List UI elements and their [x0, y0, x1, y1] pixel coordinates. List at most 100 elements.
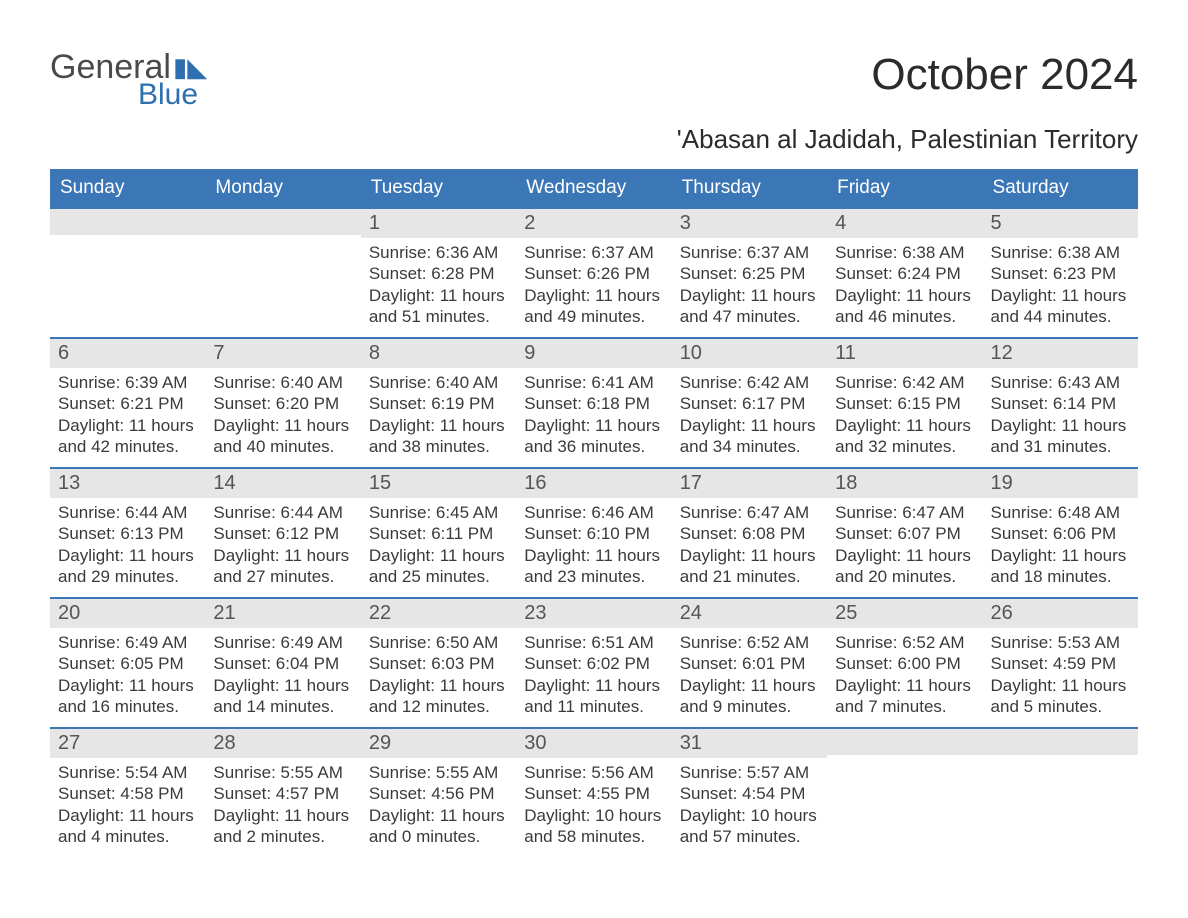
day-cell: 22Sunrise: 6:50 AMSunset: 6:03 PMDayligh…: [361, 599, 516, 727]
sunset-text: Sunset: 6:06 PM: [991, 523, 1130, 544]
weeks-container: 1Sunrise: 6:36 AMSunset: 6:28 PMDaylight…: [50, 207, 1138, 857]
daylight1-text: Daylight: 11 hours: [991, 285, 1130, 306]
weekday-header: Saturday: [983, 169, 1138, 207]
sunrise-text: Sunrise: 6:44 AM: [213, 502, 352, 523]
sunrise-text: Sunrise: 6:38 AM: [991, 242, 1130, 263]
day-cell: [827, 729, 982, 857]
day-number: 30: [516, 729, 671, 758]
daylight2-text: and 49 minutes.: [524, 306, 663, 327]
day-body: Sunrise: 6:42 AMSunset: 6:17 PMDaylight:…: [672, 368, 827, 467]
weekday-header: Sunday: [50, 169, 205, 207]
day-body: Sunrise: 6:43 AMSunset: 6:14 PMDaylight:…: [983, 368, 1138, 467]
sunrise-text: Sunrise: 6:38 AM: [835, 242, 974, 263]
daylight1-text: Daylight: 11 hours: [680, 675, 819, 696]
daylight2-text: and 27 minutes.: [213, 566, 352, 587]
sunrise-text: Sunrise: 6:36 AM: [369, 242, 508, 263]
weekday-header: Tuesday: [361, 169, 516, 207]
sunrise-text: Sunrise: 6:37 AM: [680, 242, 819, 263]
day-cell: 20Sunrise: 6:49 AMSunset: 6:05 PMDayligh…: [50, 599, 205, 727]
day-cell: 7Sunrise: 6:40 AMSunset: 6:20 PMDaylight…: [205, 339, 360, 467]
day-cell: [983, 729, 1138, 857]
day-cell: 1Sunrise: 6:36 AMSunset: 6:28 PMDaylight…: [361, 209, 516, 337]
day-body: [983, 755, 1138, 769]
day-body: Sunrise: 6:47 AMSunset: 6:08 PMDaylight:…: [672, 498, 827, 597]
day-body: Sunrise: 6:37 AMSunset: 6:25 PMDaylight:…: [672, 238, 827, 337]
weekday-header: Monday: [205, 169, 360, 207]
sunrise-text: Sunrise: 6:45 AM: [369, 502, 508, 523]
daylight1-text: Daylight: 11 hours: [680, 545, 819, 566]
day-body: Sunrise: 6:48 AMSunset: 6:06 PMDaylight:…: [983, 498, 1138, 597]
daylight2-text: and 34 minutes.: [680, 436, 819, 457]
sunset-text: Sunset: 6:03 PM: [369, 653, 508, 674]
day-number: 8: [361, 339, 516, 368]
location-subtitle: 'Abasan al Jadidah, Palestinian Territor…: [50, 124, 1138, 155]
daylight1-text: Daylight: 11 hours: [58, 415, 197, 436]
day-body: Sunrise: 6:49 AMSunset: 6:04 PMDaylight:…: [205, 628, 360, 727]
daylight2-text: and 44 minutes.: [991, 306, 1130, 327]
day-cell: 28Sunrise: 5:55 AMSunset: 4:57 PMDayligh…: [205, 729, 360, 857]
day-cell: 14Sunrise: 6:44 AMSunset: 6:12 PMDayligh…: [205, 469, 360, 597]
day-number: 13: [50, 469, 205, 498]
daylight1-text: Daylight: 11 hours: [58, 675, 197, 696]
day-body: Sunrise: 5:56 AMSunset: 4:55 PMDaylight:…: [516, 758, 671, 857]
page-title: October 2024: [871, 50, 1138, 100]
day-number: 5: [983, 209, 1138, 238]
day-number: 10: [672, 339, 827, 368]
sunset-text: Sunset: 6:00 PM: [835, 653, 974, 674]
daylight1-text: Daylight: 11 hours: [835, 675, 974, 696]
daylight1-text: Daylight: 11 hours: [213, 545, 352, 566]
weekday-header-row: Sunday Monday Tuesday Wednesday Thursday…: [50, 169, 1138, 207]
day-cell: 9Sunrise: 6:41 AMSunset: 6:18 PMDaylight…: [516, 339, 671, 467]
week-row: 20Sunrise: 6:49 AMSunset: 6:05 PMDayligh…: [50, 597, 1138, 727]
sunrise-text: Sunrise: 6:42 AM: [680, 372, 819, 393]
daylight1-text: Daylight: 11 hours: [213, 415, 352, 436]
sunrise-text: Sunrise: 6:52 AM: [835, 632, 974, 653]
sunrise-text: Sunrise: 6:51 AM: [524, 632, 663, 653]
day-number: 3: [672, 209, 827, 238]
sunset-text: Sunset: 6:15 PM: [835, 393, 974, 414]
daylight2-text: and 46 minutes.: [835, 306, 974, 327]
calendar: Sunday Monday Tuesday Wednesday Thursday…: [50, 169, 1138, 857]
daylight2-text: and 25 minutes.: [369, 566, 508, 587]
daylight2-text: and 2 minutes.: [213, 826, 352, 847]
day-body: [827, 755, 982, 769]
day-number: 11: [827, 339, 982, 368]
sunset-text: Sunset: 6:25 PM: [680, 263, 819, 284]
daylight2-text: and 31 minutes.: [991, 436, 1130, 457]
daylight2-text: and 18 minutes.: [991, 566, 1130, 587]
sunrise-text: Sunrise: 6:46 AM: [524, 502, 663, 523]
day-cell: 24Sunrise: 6:52 AMSunset: 6:01 PMDayligh…: [672, 599, 827, 727]
daylight1-text: Daylight: 11 hours: [991, 545, 1130, 566]
daylight1-text: Daylight: 11 hours: [369, 285, 508, 306]
daylight1-text: Daylight: 10 hours: [680, 805, 819, 826]
sunrise-text: Sunrise: 5:53 AM: [991, 632, 1130, 653]
day-body: Sunrise: 6:41 AMSunset: 6:18 PMDaylight:…: [516, 368, 671, 467]
day-number: 12: [983, 339, 1138, 368]
sunrise-text: Sunrise: 6:52 AM: [680, 632, 819, 653]
day-body: [205, 235, 360, 249]
day-number: 15: [361, 469, 516, 498]
daylight2-text: and 11 minutes.: [524, 696, 663, 717]
day-body: Sunrise: 5:57 AMSunset: 4:54 PMDaylight:…: [672, 758, 827, 857]
day-cell: 15Sunrise: 6:45 AMSunset: 6:11 PMDayligh…: [361, 469, 516, 597]
day-body: Sunrise: 6:44 AMSunset: 6:13 PMDaylight:…: [50, 498, 205, 597]
day-body: Sunrise: 6:52 AMSunset: 6:01 PMDaylight:…: [672, 628, 827, 727]
sunset-text: Sunset: 6:19 PM: [369, 393, 508, 414]
day-cell: 19Sunrise: 6:48 AMSunset: 6:06 PMDayligh…: [983, 469, 1138, 597]
daylight1-text: Daylight: 11 hours: [991, 415, 1130, 436]
sunset-text: Sunset: 6:08 PM: [680, 523, 819, 544]
daylight1-text: Daylight: 11 hours: [213, 805, 352, 826]
daylight1-text: Daylight: 11 hours: [835, 285, 974, 306]
daylight2-text: and 40 minutes.: [213, 436, 352, 457]
logo-block: General ▮◣ Blue: [50, 50, 207, 112]
sunrise-text: Sunrise: 6:44 AM: [58, 502, 197, 523]
sunset-text: Sunset: 6:24 PM: [835, 263, 974, 284]
sunset-text: Sunset: 6:02 PM: [524, 653, 663, 674]
flag-icon: ▮◣: [171, 54, 207, 80]
day-cell: 29Sunrise: 5:55 AMSunset: 4:56 PMDayligh…: [361, 729, 516, 857]
daylight1-text: Daylight: 11 hours: [680, 285, 819, 306]
day-cell: [205, 209, 360, 337]
day-number: 1: [361, 209, 516, 238]
sunset-text: Sunset: 6:10 PM: [524, 523, 663, 544]
daylight2-text: and 21 minutes.: [680, 566, 819, 587]
